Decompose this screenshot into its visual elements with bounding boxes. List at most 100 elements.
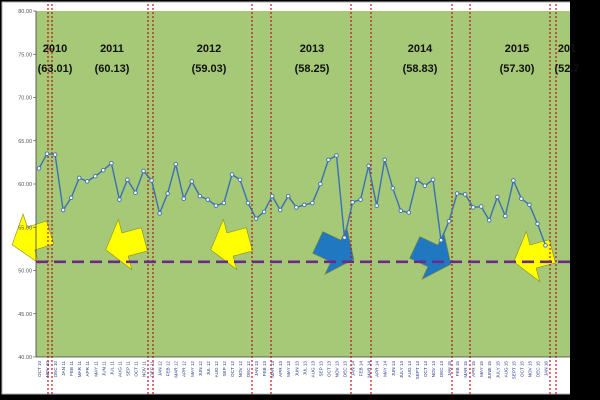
data-point [285, 193, 291, 199]
x-tick-label: AUG 14 [407, 361, 412, 378]
series-line-path [38, 152, 547, 246]
period-value: (57.30) [500, 63, 535, 75]
x-tick-label: AUG 12 [214, 361, 219, 378]
data-point [149, 178, 154, 183]
x-tick-label: APR 11 [85, 361, 90, 377]
x-tick-label: OCT 13 [326, 361, 331, 377]
x-tick-label: FEB 14 [359, 361, 364, 377]
x-tick-label: JULY 14 [399, 361, 404, 379]
period-year: 2013 [300, 43, 324, 55]
data-point [101, 167, 106, 173]
data-point [181, 196, 186, 201]
x-tick-label: JUL 11 [109, 361, 114, 375]
x-tick-label: APR 15 [471, 361, 476, 377]
y-tick-label: 50.00 [18, 269, 32, 275]
period-year: 2010 [43, 43, 67, 55]
x-tick-label: MAR 15 [463, 361, 468, 378]
period-value: (52.7 [554, 63, 579, 75]
x-axis: OCT 10 NOV 10 DEC 10 JAN 11 FEB 11 MAR 11 APR … [36, 356, 570, 380]
y-tick-label: 75.00 [18, 52, 32, 58]
series-line [36, 151, 548, 248]
data-point [157, 211, 162, 216]
data-point [462, 192, 468, 197]
data-point [454, 191, 460, 196]
data-point [535, 221, 540, 227]
data-point [294, 205, 299, 210]
data-point [358, 197, 363, 202]
data-point [76, 175, 82, 181]
x-tick-label: JUN 11 [101, 361, 106, 376]
period-year: 201 [558, 43, 576, 55]
data-point [117, 197, 122, 202]
period-value: (63.01) [38, 63, 73, 75]
data-point [326, 157, 331, 163]
y-tick-label: 65.00 [18, 139, 32, 145]
x-tick-label: OCT 15 [519, 361, 524, 377]
data-point [60, 207, 66, 213]
data-point [84, 179, 90, 184]
data-point [519, 196, 524, 201]
data-point [446, 218, 452, 224]
data-point [430, 177, 436, 182]
data-point [229, 172, 235, 177]
data-point [302, 202, 307, 208]
x-tick-label: SEPT 14 [415, 361, 420, 380]
x-tick-label: DEC 12 [246, 361, 251, 378]
x-tick-label: DEC 15 [535, 361, 540, 378]
trend-arrow-2 [105, 218, 148, 271]
y-axis: 40.00 45.00 50.00 55.00 60.00 65.00 70.00 75.00… [18, 9, 37, 361]
data-point [165, 191, 170, 196]
x-tick-label: DEC 14 [439, 361, 444, 378]
x-tick-label: JAN 11 [61, 361, 66, 376]
data-point [52, 152, 58, 157]
y-tick-label: 40.00 [18, 355, 32, 361]
data-point [269, 193, 275, 199]
x-tick-label: MAR 13 [270, 361, 275, 378]
x-tick-label: OCT 10 [37, 361, 42, 377]
data-point [390, 186, 396, 191]
x-tick-label: DEC 13 [343, 361, 348, 378]
x-tick-label: APR 14 [375, 361, 380, 377]
y-tick-label: 70.00 [18, 96, 32, 102]
data-point [414, 177, 420, 182]
y-tick-label: 80.00 [18, 9, 32, 15]
x-tick-label: MAY 11 [93, 361, 98, 377]
x-tick-label: DEC 11 [150, 361, 155, 377]
data-point [109, 160, 114, 166]
period-value: (58.83) [403, 63, 438, 75]
period-annotations: 2010 (63.01) 2011 (60.13) 2012 (59.03) 2013 (58… [38, 43, 580, 75]
x-tick-label: JAN 12 [158, 361, 163, 377]
x-tick-label: MAR 14 [367, 361, 372, 378]
x-tick-label: MAY 13 [286, 361, 291, 377]
period-year: 2014 [408, 43, 433, 55]
trend-arrow-3 [210, 218, 253, 271]
data-point [374, 203, 379, 208]
x-tick-label: FEB 15 [455, 361, 460, 377]
x-tick-label: JAN 14 [351, 361, 356, 377]
data-point [350, 199, 355, 205]
period-value: (60.13) [95, 63, 130, 75]
x-tick-label: JAN 16 [544, 361, 549, 377]
data-point [478, 204, 484, 209]
data-point [189, 179, 195, 184]
x-tick-label: JUN 13 [294, 361, 299, 377]
period-year: 2012 [197, 43, 221, 55]
x-tick-label: SEP 12 [222, 361, 227, 377]
data-point [125, 177, 130, 182]
x-tick-label: APR 13 [278, 361, 283, 377]
x-tick-label: JUL 12 [206, 361, 211, 376]
data-point [406, 210, 412, 215]
x-tick-label: MAY 14 [383, 361, 388, 377]
data-point [261, 209, 267, 214]
x-tick-label: FEB 13 [262, 361, 267, 377]
data-point [318, 181, 323, 187]
data-point [173, 161, 178, 167]
x-tick-label: SEP 13 [318, 361, 323, 377]
data-point [438, 237, 444, 243]
x-tick-label: APR 12 [182, 361, 187, 377]
x-tick-label: OCT 12 [230, 361, 235, 377]
y-tick-label: 45.00 [18, 312, 32, 318]
data-point [543, 243, 548, 248]
x-tick-label: JUL 13 [302, 361, 307, 376]
x-tick-label: OCT 11 [133, 361, 138, 377]
